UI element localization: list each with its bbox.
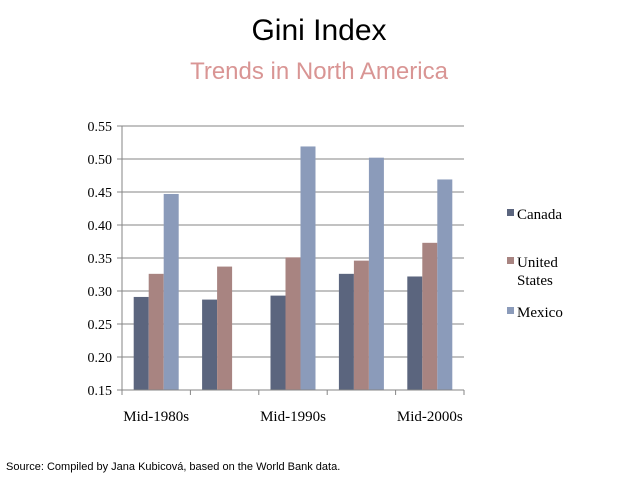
legend-swatch — [507, 257, 514, 264]
x-tick-label: Mid-1980s — [123, 409, 189, 425]
bar-united-states — [422, 242, 438, 390]
bar-canada — [270, 295, 286, 390]
y-tick-label: 0.55 — [88, 120, 113, 135]
bar-united-states — [217, 266, 233, 390]
y-tick-label: 0.40 — [88, 219, 113, 234]
legend-swatch — [507, 307, 514, 314]
bar-canada — [133, 296, 149, 390]
legend-label: Mexico — [517, 305, 563, 321]
bar-canada — [202, 299, 218, 390]
bar-canada — [338, 273, 354, 390]
bar-united-states — [285, 257, 301, 390]
bar-mexico — [163, 193, 179, 390]
y-tick-label: 0.20 — [88, 351, 113, 366]
bar-united-states — [148, 273, 164, 390]
bars — [133, 146, 453, 390]
y-tick-label: 0.45 — [88, 186, 113, 201]
slide-subtitle: Trends in North America — [190, 58, 448, 85]
bar-mexico — [368, 157, 384, 390]
source-note: Source: Compiled by Jana Kubicová, based… — [6, 461, 341, 473]
x-tick-label: Mid-1990s — [260, 409, 326, 425]
bar-canada — [407, 276, 423, 390]
y-tick-label: 0.35 — [88, 252, 113, 267]
legend: Canada United States Mexico — [507, 207, 563, 321]
legend-label: Canada — [517, 207, 562, 223]
axes: 0.55 0.50 0.45 0.40 0.35 0.30 0.25 0.20 0.15 Mid-… — [88, 120, 465, 425]
y-tick-label: 0.15 — [88, 384, 113, 399]
y-tick-label: 0.30 — [88, 285, 113, 300]
y-tick-label: 0.50 — [88, 153, 113, 168]
bar-mexico — [300, 146, 316, 390]
legend-swatch — [507, 209, 514, 216]
bar-united-states — [353, 260, 369, 390]
y-tick-label: 0.25 — [88, 318, 113, 333]
slide-title: Gini Index — [251, 14, 387, 47]
bar-mexico — [437, 179, 453, 390]
legend-label: United States — [517, 255, 558, 289]
x-tick-label: Mid-2000s — [397, 409, 463, 425]
